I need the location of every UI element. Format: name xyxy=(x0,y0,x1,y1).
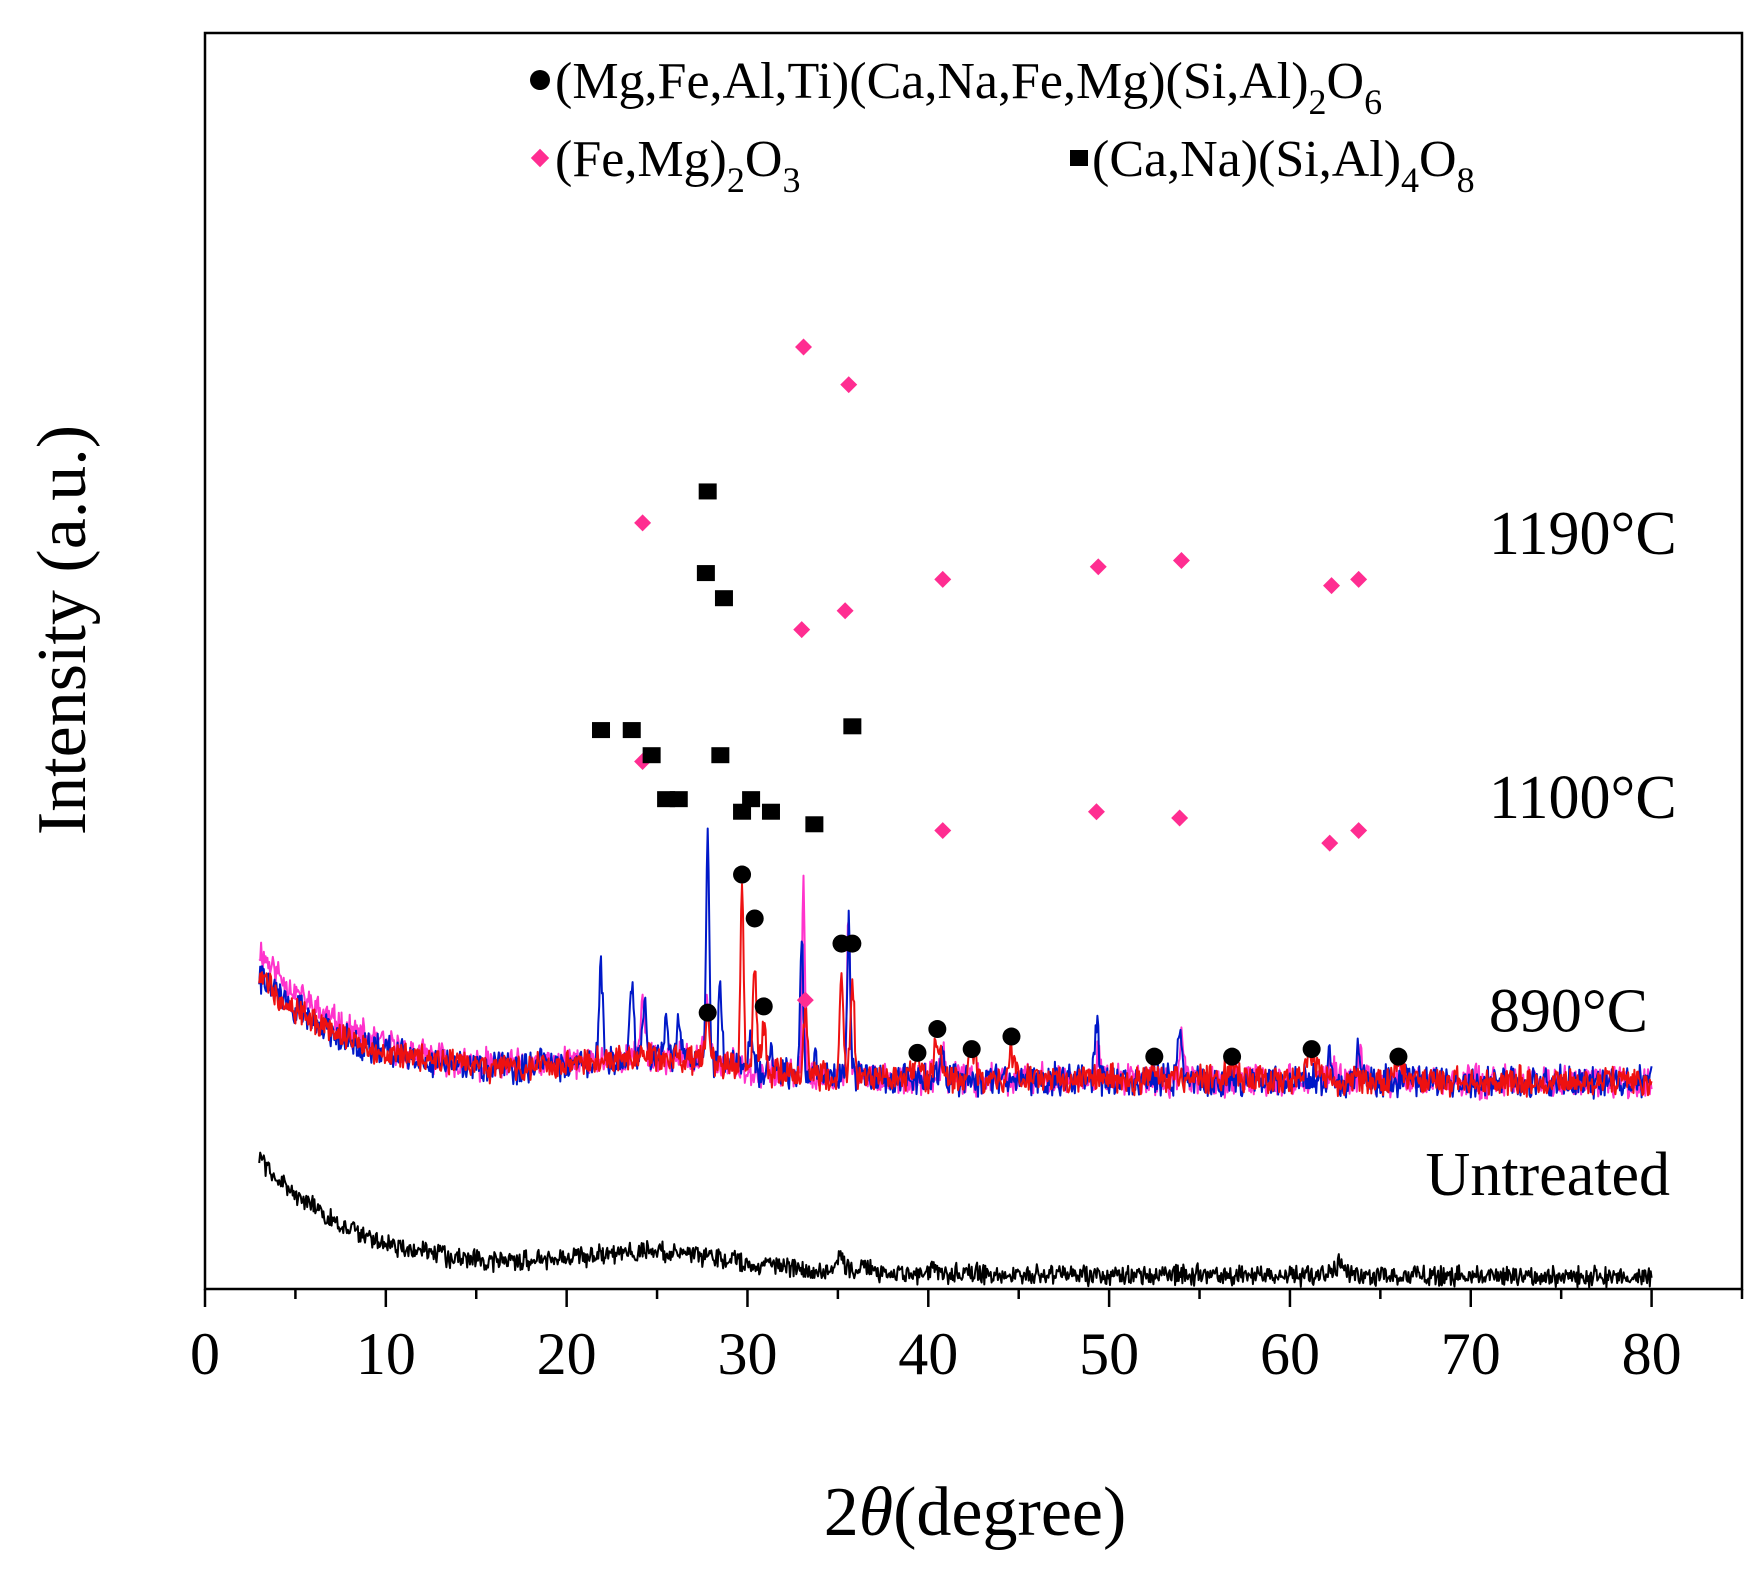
legend-pyroxene-mid: O xyxy=(1327,53,1365,110)
marker-hematite-1190-c-1 xyxy=(795,338,813,356)
marker-pyroxene-890-c-8 xyxy=(962,1040,981,1059)
marker-pyroxene-890-c-5 xyxy=(843,934,862,953)
marker-feldspar-1100-c-8 xyxy=(733,803,752,820)
x-tick-label-60: 60 xyxy=(1260,1321,1320,1387)
marker-feldspar-1100-c-6 xyxy=(714,590,733,607)
marker-pyroxene-890-c-3 xyxy=(754,997,773,1016)
marker-pyroxene-890-c-10 xyxy=(1145,1047,1164,1066)
marker-pyroxene-890-c-7 xyxy=(928,1020,947,1039)
legend-feldspar-formula: (Ca,Na)(Si,Al) xyxy=(1092,131,1401,188)
marker-pyroxene-890-c-13 xyxy=(1389,1047,1408,1066)
legend-entry-hematite: (Fe,Mg)2O3 xyxy=(555,131,800,200)
series-label-untreated: Untreated xyxy=(1426,1141,1670,1209)
legend-feldspar-sub1: 4 xyxy=(1401,160,1419,200)
x-tick-label-40: 40 xyxy=(898,1321,958,1387)
marker-hematite-1190-c-0 xyxy=(634,514,652,532)
series-label-890-c: 890°C xyxy=(1489,978,1648,1046)
marker-feldspar-1100-c-5 xyxy=(696,565,715,582)
x-axis-title: 2θ(degree) xyxy=(824,1474,1127,1551)
marker-feldspar-1100-c-11 xyxy=(805,816,824,833)
marker-pyroxene-890-c-2 xyxy=(745,909,764,928)
marker-hematite-1190-c-2 xyxy=(840,376,858,394)
series-label-1190-c: 1190°C xyxy=(1489,500,1677,568)
marker-feldspar-1190-c-0 xyxy=(698,483,717,500)
legend-hematite-mid: O xyxy=(745,131,783,188)
legend-hematite-formula: (Fe,Mg) xyxy=(555,131,727,188)
phase-markers xyxy=(592,338,1408,1066)
legend-pyroxene-sub2: 6 xyxy=(1364,82,1382,122)
marker-hematite-1190-c-6 xyxy=(1323,577,1341,595)
legend-hematite-sub1: 2 xyxy=(727,160,745,200)
legend-entry-feldspar: (Ca,Na)(Si,Al)4O8 xyxy=(1092,131,1475,200)
marker-hematite-1100-c-4 xyxy=(1087,803,1105,821)
x-axis-ticks: 0 10 20 30 40 50 60 70 80 xyxy=(190,1289,1744,1387)
x-axis-title-suffix: (degree) xyxy=(893,1474,1126,1551)
marker-feldspar-1100-c-1 xyxy=(622,722,641,739)
marker-pyroxene-890-c-0 xyxy=(698,1003,717,1022)
x-tick-label-30: 30 xyxy=(717,1321,777,1387)
series-curves xyxy=(258,827,1653,1289)
marker-hematite-1100-c-5 xyxy=(1171,809,1189,827)
series-line-untreated xyxy=(258,1151,1653,1289)
marker-pyroxene-890-c-12 xyxy=(1302,1040,1321,1059)
series-label-1100-c: 1100°C xyxy=(1489,764,1677,832)
marker-hematite-1190-c-3 xyxy=(934,570,952,588)
x-axis-title-symbol: θ xyxy=(859,1474,893,1551)
series-line-890-c xyxy=(258,883,1653,1098)
x-tick-label-70: 70 xyxy=(1441,1321,1501,1387)
legend-hematite-sub2: 3 xyxy=(782,160,800,200)
legend-feldspar-sub2: 8 xyxy=(1457,160,1475,200)
marker-feldspar-1100-c-4 xyxy=(669,791,688,808)
marker-feldspar-1100-c-9 xyxy=(742,791,761,808)
marker-feldspar-1100-c-10 xyxy=(761,803,780,820)
x-tick-label-80: 80 xyxy=(1622,1321,1682,1387)
plot-frame xyxy=(203,31,1744,1291)
marker-hematite-1190-c-7 xyxy=(1350,570,1368,588)
x-tick-label-0: 0 xyxy=(190,1321,220,1387)
legend-marker-hematite xyxy=(530,148,550,168)
legend-pyroxene-formula: (Mg,Fe,Al,Ti)(Ca,Na,Fe,Mg)(Si,Al) xyxy=(555,53,1309,110)
x-tick-label-50: 50 xyxy=(1079,1321,1139,1387)
marker-hematite-1100-c-6 xyxy=(1321,834,1339,852)
legend-marker-pyroxene xyxy=(530,70,550,90)
series-labels: 1190°C 1100°C 890°C Untreated xyxy=(1426,500,1677,1209)
y-axis-title: Intensity (a.u.) xyxy=(24,425,101,835)
marker-feldspar-1100-c-0 xyxy=(592,722,611,739)
legend-entry-pyroxene: (Mg,Fe,Al,Ti)(Ca,Na,Fe,Mg)(Si,Al)2O6 xyxy=(555,53,1382,122)
legend-marker-feldspar xyxy=(1070,150,1088,166)
marker-pyroxene-890-c-9 xyxy=(1002,1027,1021,1046)
x-tick-label-10: 10 xyxy=(356,1321,416,1387)
marker-hematite-1190-c-4 xyxy=(1089,558,1107,576)
marker-pyroxene-890-c-1 xyxy=(733,865,752,884)
marker-hematite-1190-c-5 xyxy=(1172,552,1190,570)
marker-pyroxene-890-c-6 xyxy=(908,1043,927,1062)
marker-hematite-1100-c-3 xyxy=(934,822,952,840)
marker-hematite-1100-c-1 xyxy=(793,621,811,639)
x-axis-title-prefix: 2 xyxy=(824,1474,859,1551)
marker-feldspar-1100-c-12 xyxy=(843,718,862,735)
legend-pyroxene-sub1: 2 xyxy=(1309,82,1327,122)
marker-pyroxene-890-c-11 xyxy=(1223,1047,1242,1066)
marker-feldspar-1100-c-7 xyxy=(711,747,730,764)
marker-hematite-1100-c-7 xyxy=(1350,822,1368,840)
legend-feldspar-mid: O xyxy=(1419,131,1457,188)
marker-feldspar-1100-c-2 xyxy=(642,747,661,764)
marker-hematite-890-c-0 xyxy=(796,991,814,1009)
legend: (Mg,Fe,Al,Ti)(Ca,Na,Fe,Mg)(Si,Al)2O6 (Fe… xyxy=(530,53,1475,200)
x-tick-label-20: 20 xyxy=(537,1321,597,1387)
marker-hematite-1100-c-2 xyxy=(836,602,854,620)
